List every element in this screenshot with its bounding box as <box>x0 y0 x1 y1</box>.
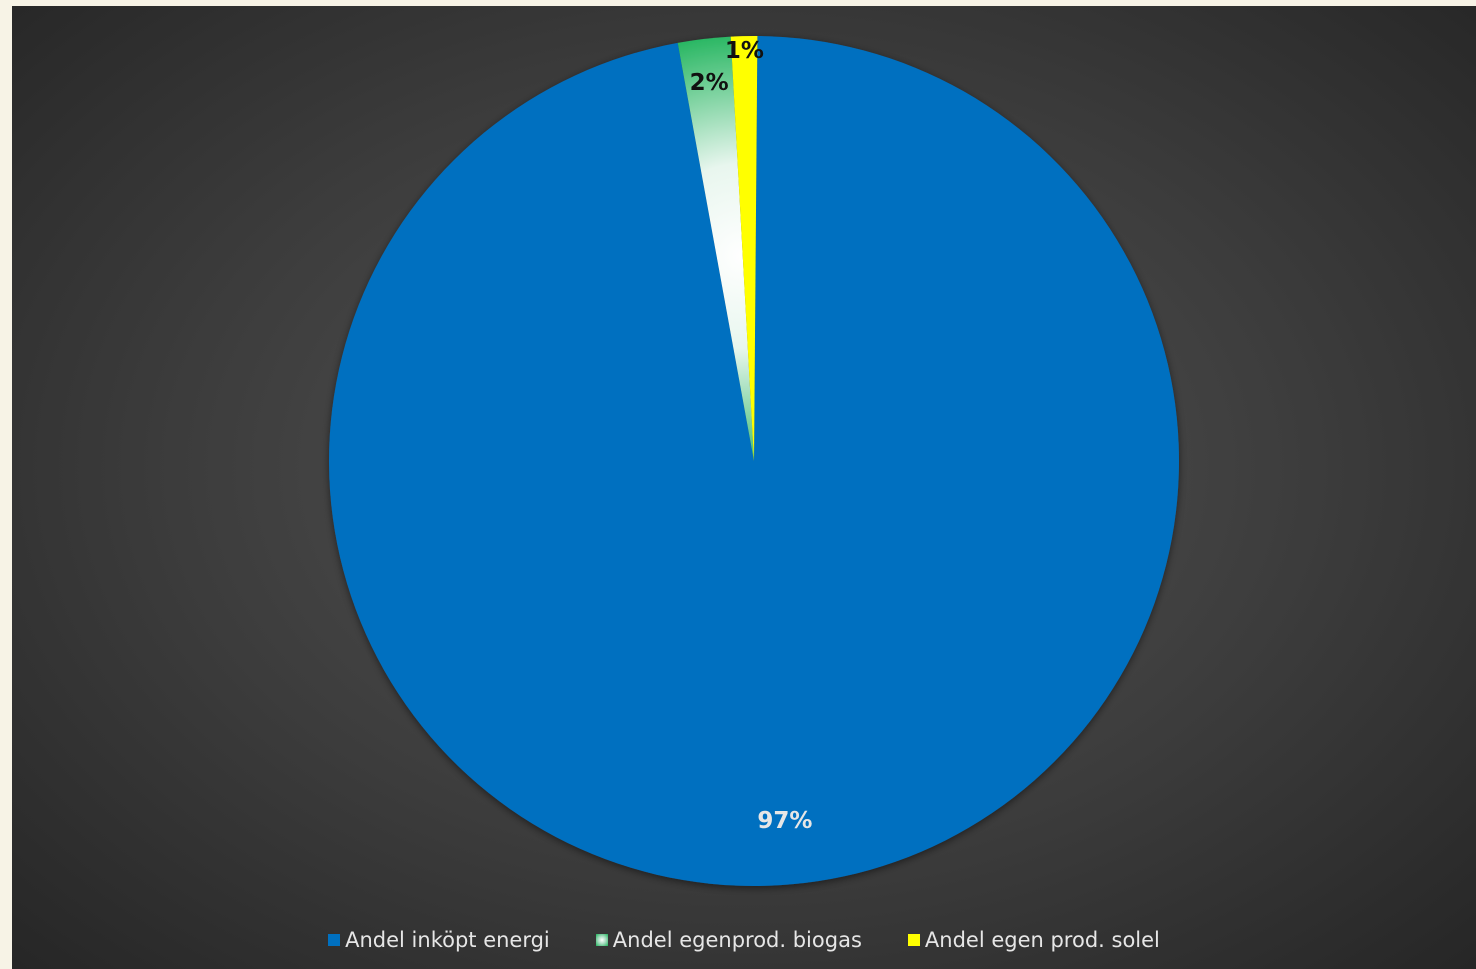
legend-swatch-yellow <box>907 934 920 946</box>
pie-slice <box>328 36 1179 886</box>
legend-label: Andel egenprod. biogas <box>612 928 862 952</box>
pie-slice <box>677 36 754 461</box>
legend-label: Andel egen prod. solel <box>924 928 1160 952</box>
legend-label: Andel inköpt energi <box>345 928 550 952</box>
legend-swatch-green <box>595 934 608 946</box>
data-label: 1% <box>725 38 764 64</box>
legend-swatch-blue <box>328 934 341 946</box>
legend-item-inkopt-energi: Andel inköpt energi <box>328 928 550 952</box>
legend-item-biogas: Andel egenprod. biogas <box>595 928 862 952</box>
legend-item-solel: Andel egen prod. solel <box>907 928 1160 952</box>
pie-slice <box>730 36 758 461</box>
chart-area: 97% 2% 1% Andel inköpt energi Andel egenpr… <box>12 6 1476 969</box>
data-label: 97% <box>757 808 812 834</box>
pie-chart: 97% 2% 1% <box>328 36 1179 886</box>
legend: Andel inköpt energi Andel egenprod. biog… <box>12 928 1476 952</box>
data-label: 2% <box>690 70 729 96</box>
